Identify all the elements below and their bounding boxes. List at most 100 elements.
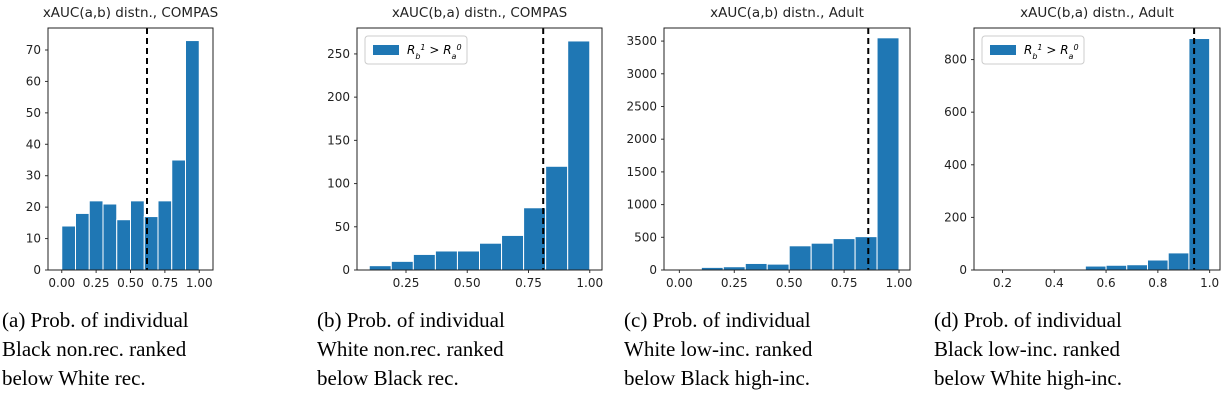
- caption-line: (c) Prob. of individual: [624, 308, 811, 332]
- axes-frame: [663, 27, 911, 271]
- y-tick-label: 70: [26, 43, 41, 57]
- panel: xAUC(a,b) distn., Adult 0 500 1000 1500 2000 2…: [624, 5, 912, 390]
- y-tick-label: 0: [33, 263, 41, 277]
- y-tick-label: 200: [327, 90, 350, 104]
- x-tick-label: 1.00: [886, 276, 913, 290]
- legend-label-part: 0: [456, 43, 461, 52]
- y-tick-label: 1500: [626, 165, 657, 179]
- y-tick-label: 10: [26, 232, 41, 246]
- legend-label-part: 1: [1037, 43, 1042, 52]
- bar: [368, 265, 392, 271]
- y-tick-label: 0: [342, 263, 350, 277]
- legend-label-part: b: [1032, 52, 1037, 61]
- legend-label-part: 1: [420, 43, 425, 52]
- bar: [545, 165, 569, 271]
- x-tick-label: 0.75: [831, 276, 858, 290]
- axes-frame: [356, 27, 603, 271]
- x-tick-label: 0.25: [393, 276, 420, 290]
- x-tick-label: 0.25: [83, 276, 110, 290]
- y-tick-label: 60: [26, 74, 41, 88]
- y-tick-label: 500: [634, 230, 657, 244]
- axes-frame: [47, 27, 214, 271]
- y-tick-label: 800: [944, 53, 967, 67]
- legend-box: [981, 35, 1085, 65]
- bar: [157, 200, 173, 271]
- y-tick-label: 40: [26, 137, 41, 151]
- y-tick-label: 50: [26, 106, 41, 120]
- legend-label-part: 0: [1073, 43, 1078, 52]
- y-tick-label: 50: [335, 220, 350, 234]
- caption-line: (d) Prob. of individual: [934, 308, 1122, 332]
- bar: [102, 203, 118, 271]
- bar: [810, 242, 834, 271]
- caption-line: below Black rec.: [317, 366, 459, 390]
- x-tick-label: 0.50: [776, 276, 803, 290]
- legend-label: Rb1 > Ra0: [1024, 43, 1079, 61]
- legend-swatch: [373, 45, 399, 55]
- chart-title: xAUC(a,b) distn., COMPAS: [43, 5, 218, 21]
- x-tick-label: 0.00: [666, 276, 693, 290]
- caption-line: below Black high-inc.: [624, 366, 810, 390]
- x-tick-label: 1.0: [1200, 276, 1219, 290]
- bar: [88, 200, 104, 271]
- legend-label-part: a: [1069, 52, 1074, 61]
- y-tick-label: 30: [26, 169, 41, 183]
- y-tick-label: 2500: [626, 99, 657, 113]
- bar: [766, 263, 790, 271]
- panel: xAUC(b,a) distn., COMPAS 0 50 100 150 200 250 0…: [317, 5, 603, 390]
- x-tick-label: 0.25: [721, 276, 748, 290]
- x-tick-label: 0.50: [454, 276, 481, 290]
- axes-frame: [973, 27, 1221, 271]
- y-tick-label: 250: [327, 47, 350, 61]
- legend-label-part: R: [407, 43, 415, 57]
- y-tick-label: 2000: [626, 132, 657, 146]
- legend-label-part: > R: [1043, 43, 1069, 57]
- panel: xAUC(a,b) distn., COMPAS 0 10 20 30 40 50 60 70 0…: [2, 5, 218, 390]
- chart-title: xAUC(b,a) distn., Adult: [1020, 5, 1174, 21]
- bar: [130, 200, 145, 271]
- bar: [412, 253, 436, 271]
- y-tick-label: 600: [944, 105, 967, 119]
- legend-label: Rb1 > Ra0: [407, 43, 462, 61]
- x-tick-label: 0.4: [1045, 276, 1064, 290]
- x-tick-label: 1.00: [186, 276, 213, 290]
- y-tick-label: 3500: [626, 34, 657, 48]
- bar: [788, 245, 812, 271]
- y-tick-label: 400: [944, 158, 967, 172]
- caption-line: (b) Prob. of individual: [317, 308, 505, 332]
- bar: [744, 262, 768, 271]
- bar: [61, 225, 76, 271]
- x-tick-label: 0.75: [152, 276, 179, 290]
- y-tick-label: 3000: [626, 67, 657, 81]
- caption-line: White low-inc. ranked: [624, 337, 813, 361]
- y-tick-label: 1000: [626, 198, 657, 212]
- bar: [1188, 38, 1211, 271]
- bar: [567, 40, 591, 271]
- x-tick-label: 0.75: [515, 276, 542, 290]
- caption-line: below White rec.: [2, 366, 146, 390]
- bar: [1126, 264, 1148, 271]
- y-tick-label: 0: [959, 263, 967, 277]
- bar: [479, 242, 503, 271]
- y-tick-label: 20: [26, 200, 41, 214]
- bar: [390, 260, 414, 271]
- caption-line: White non.rec. ranked: [317, 337, 504, 361]
- bar: [1167, 252, 1190, 271]
- caption-line: Black non.rec. ranked: [2, 337, 187, 361]
- bar: [1084, 265, 1107, 271]
- legend-swatch: [990, 45, 1016, 55]
- bar: [1146, 259, 1169, 271]
- chart-title: xAUC(b,a) distn., COMPAS: [392, 5, 567, 21]
- caption-line: below White high-inc.: [934, 366, 1122, 390]
- bar: [456, 250, 481, 271]
- chart-title: xAUC(a,b) distn., Adult: [710, 5, 864, 21]
- bar: [832, 238, 856, 271]
- bar: [185, 40, 200, 271]
- legend-box: [364, 35, 468, 65]
- bar: [434, 250, 458, 271]
- caption-line: Black low-inc. ranked: [934, 337, 1121, 361]
- bar: [1105, 264, 1128, 271]
- x-tick-label: 0.2: [993, 276, 1012, 290]
